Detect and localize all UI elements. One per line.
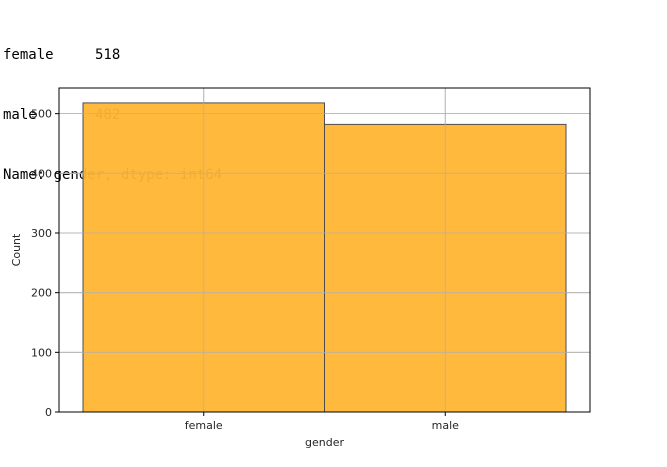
x-axis-ticks: female male [185, 412, 459, 432]
y-tick-label: 200 [31, 287, 52, 300]
bars [82, 102, 567, 413]
y-tick-label: 500 [31, 108, 52, 121]
console-row-value: 518 [95, 47, 121, 63]
console-row-label: male [3, 107, 37, 123]
x-axis-label: gender [305, 436, 344, 449]
x-tick-label: male [432, 419, 460, 432]
y-tick-label: 300 [31, 227, 52, 240]
y-tick-label: 100 [31, 346, 52, 359]
console-row-label: female [3, 47, 54, 63]
x-tick-label: female [185, 419, 223, 432]
y-tick-label: 400 [31, 167, 52, 180]
y-axis-ticks: 0 100 200 300 400 500 [31, 108, 59, 419]
y-axis-label: Count [10, 233, 23, 266]
console-row-female: female 518 [3, 45, 222, 65]
y-tick-label: 0 [45, 406, 52, 419]
plot-frame [58, 87, 591, 413]
